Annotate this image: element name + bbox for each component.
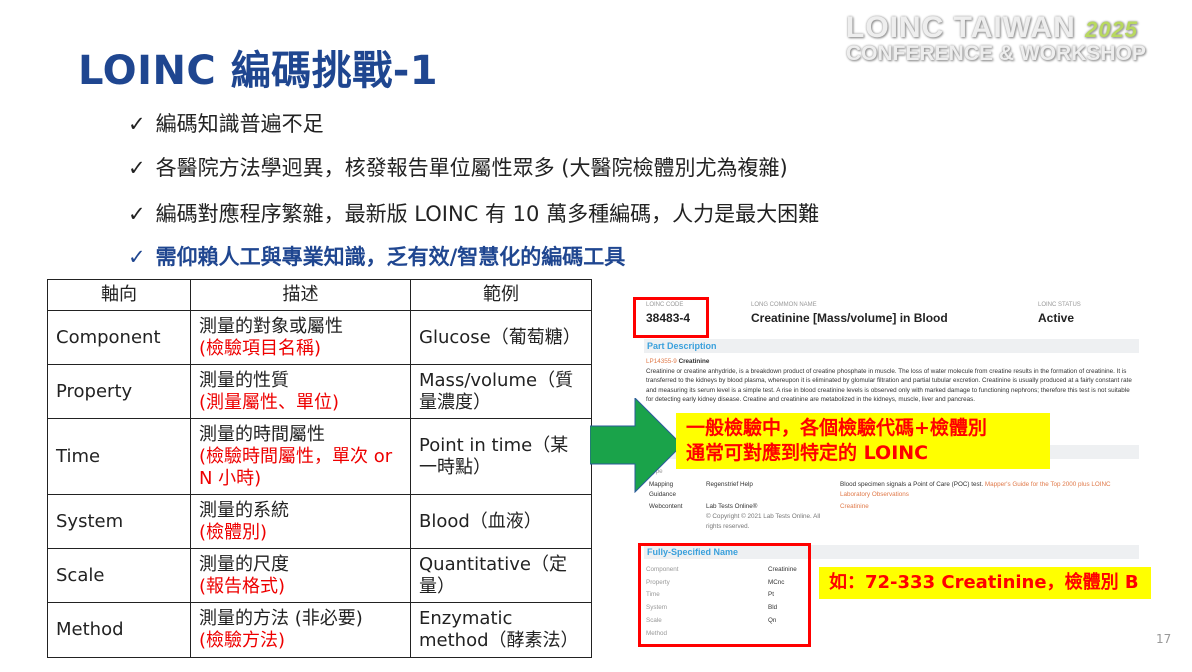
fsn-value: Creatinine [768,566,797,573]
axis-cell: Property [47,364,191,419]
table-header: 軸向 描述 範例 [47,279,592,311]
desc-cell: 測量的系統 (檢體別) [190,494,411,549]
bullet-item-highlight: ✓ 需仰賴人工與專業知識，乏有效/智慧化的編碼工具 [128,245,626,269]
bullet-item: ✓ 各醫院方法學迥異，核發報告單位屬性眾多 (大醫院檢體別尤為複雜) [128,156,788,180]
table-row: Component 測量的對象或屬性 (檢驗項目名稱) Glucose（葡萄糖） [47,310,592,365]
fsn-label: Scale [646,616,662,624]
fsn-value: MCnc [768,578,785,586]
table-row: Method 測量的方法 (非必要) (檢驗方法) Enzymatic metho… [47,602,592,658]
axis-cell: Time [47,418,191,495]
fsn-value: Bld [768,604,778,612]
example-cell: Enzymatic method（酵素法） [410,602,592,658]
table-row: Scale 測量的尺度 (報告格式) Quantitative（定量） [47,548,592,603]
axis-cell: Method [47,602,191,658]
page-title: LOINC 編碼挑戰-1 [78,48,439,94]
example-cell: Point in time（某一時點） [410,418,592,495]
callout-general: 一般檢驗中，各個檢驗代碼+檢體別 通常可對應到特定的 LOINC [676,413,1050,469]
conference-logo: LOINC TAIWAN 2025 CONFERENCE & WORKSHOP [846,11,1146,65]
check-icon: ✓ [128,202,146,226]
bullet-item: ✓ 編碼對應程序繁雜，最新版 LOINC 有 10 萬多種編碼，人力是最大困難 [128,202,820,226]
check-icon: ✓ [128,112,146,136]
table-row: Time 測量的時間屬性 (檢驗時間屬性，單次 or N 小時) Point in… [47,418,592,495]
fsn-label: System [646,604,667,612]
axis-cell: Scale [47,548,191,603]
example-cell: Glucose（葡萄糖） [410,310,592,365]
fsn-label: Time [646,591,660,599]
axis-cell: System [47,494,191,549]
desc-cell: 測量的性質 (測量屬性、單位) [190,364,411,419]
page-number: 17 [1156,632,1172,646]
fsn-value: Pt [768,591,774,599]
highlight-box-code [633,297,709,338]
fsn-label: Property [646,578,670,586]
fsn-label: Component [646,566,679,573]
check-icon: ✓ [128,156,146,180]
check-icon: ✓ [128,245,146,269]
bullet-item: ✓ 編碼知識普遍不足 [128,112,324,136]
table-row: Property 測量的性質 (測量屬性、單位) Mass/volume（質量濃度… [47,364,592,419]
axis-cell: Component [47,310,191,365]
desc-cell: 測量的尺度 (報告格式) [190,548,411,603]
example-cell: Mass/volume（質量濃度） [410,364,592,419]
desc-cell: 測量的時間屬性 (檢驗時間屬性，單次 or N 小時) [190,418,411,495]
example-cell: Quantitative（定量） [410,548,592,603]
example-cell: Blood（血液） [410,494,592,549]
arrow-right-icon [590,398,683,493]
fsn-value: Qn [768,616,777,624]
desc-cell: 測量的方法 (非必要) (檢驗方法) [190,602,411,658]
fsn-label: Method [646,629,668,637]
loinc-axes-table: 軸向 描述 範例 Component 測量的對象或屬性 (檢驗項目名稱) Gluc… [47,279,592,658]
desc-cell: 測量的對象或屬性 (檢驗項目名稱) [190,310,411,365]
table-row: System 測量的系統 (檢體別) Blood（血液） [47,494,592,549]
highlight-box-fsn [638,543,811,647]
callout-example: 如：72-333 Creatinine，檢體別 B [819,567,1151,599]
